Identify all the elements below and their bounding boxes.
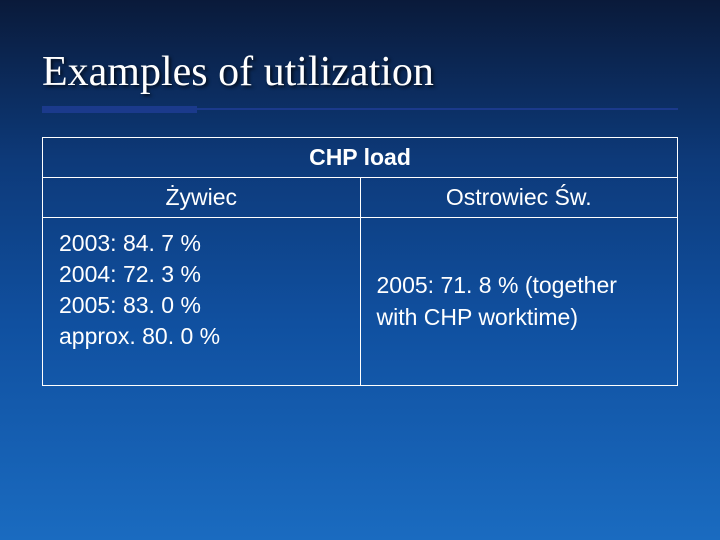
table-row: 2003: 84. 7 % 2004: 72. 3 % 2005: 83. 0 … (43, 218, 678, 386)
left-line-3: approx. 80. 0 % (59, 321, 344, 352)
table-header: CHP load (43, 138, 678, 178)
col-right-header: Ostrowiec Św. (360, 178, 678, 218)
left-line-0: 2003: 84. 7 % (59, 228, 344, 259)
col-left-header: Żywiec (43, 178, 361, 218)
left-line-2: 2005: 83. 0 % (59, 290, 344, 321)
cell-right: 2005: 71. 8 % (together with CHP worktim… (360, 218, 678, 386)
chp-load-table: CHP load Żywiec Ostrowiec Św. 2003: 84. … (42, 137, 678, 386)
slide: Examples of utilization CHP load Żywiec … (0, 0, 720, 540)
rule-thick (42, 106, 197, 113)
table-row: CHP load (43, 138, 678, 178)
left-line-1: 2004: 72. 3 % (59, 259, 344, 290)
table-row: Żywiec Ostrowiec Św. (43, 178, 678, 218)
right-line-0: 2005: 71. 8 % (together with CHP worktim… (377, 270, 662, 332)
cell-left: 2003: 84. 7 % 2004: 72. 3 % 2005: 83. 0 … (43, 218, 361, 386)
title-rule (42, 106, 678, 113)
rule-thin (197, 108, 678, 110)
page-title: Examples of utilization (42, 48, 678, 96)
